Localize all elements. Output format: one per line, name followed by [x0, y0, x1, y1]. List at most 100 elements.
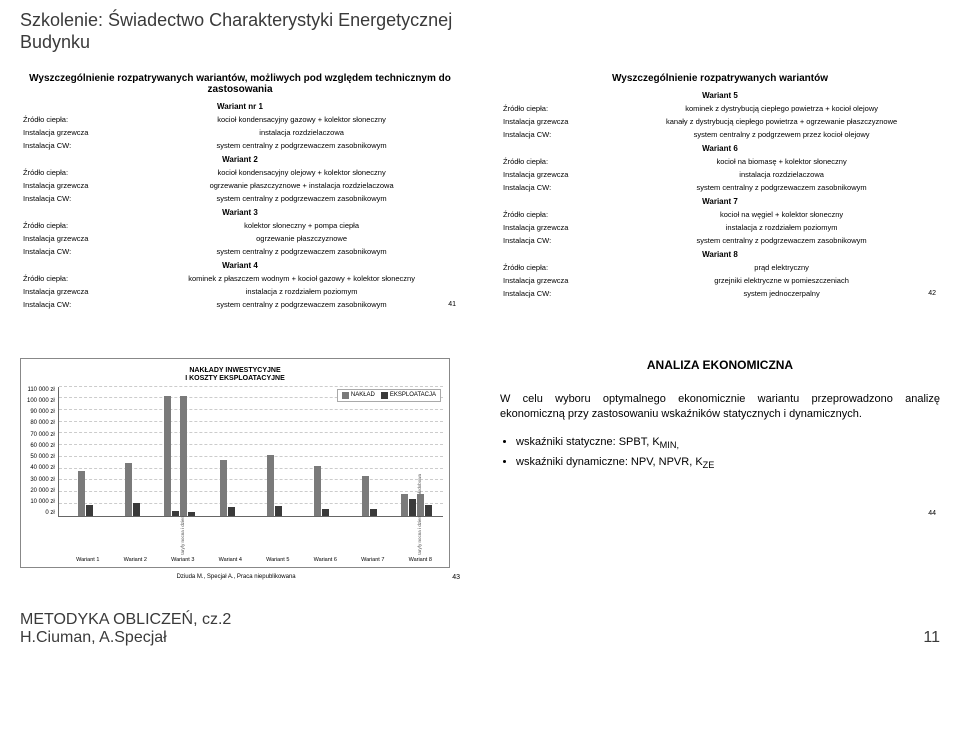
ytick-label: 60 000 zł [27, 443, 55, 449]
variant-row-label: Źródło ciepła: [20, 113, 143, 126]
bar-naklad [314, 466, 321, 515]
analysis-paragraph: W celu wyboru optymalnego ekonomicznie w… [500, 392, 940, 422]
title-line2: Budynku [20, 32, 90, 52]
variants-table-right: Wariant 5Źródło ciepła:kominek z dystryb… [500, 88, 940, 300]
bar-naklad [267, 455, 274, 516]
ytick-label: 40 000 zł [27, 465, 55, 471]
ytick-label: 80 000 zł [27, 420, 55, 426]
variant-row-label: Instalacja CW: [20, 192, 143, 205]
legend-a-label: NAKŁAD [351, 392, 375, 398]
xaxis-label: Wariant 2 [113, 557, 159, 563]
xaxis-group: taryfa całodobowataryfy nocna i dziennaW… [398, 537, 444, 563]
variant-header: Wariant 5 [500, 88, 940, 102]
bar-group [346, 387, 391, 516]
variant-row-label: Instalacja grzewcza [20, 285, 143, 298]
variant-row-value: kocioł na węgiel + kolektor słoneczny [623, 208, 940, 221]
variant-row-label: Instalacja grzewcza [20, 126, 143, 139]
xaxis-group: Wariant 6 [303, 537, 349, 563]
variant-row-label: Instalacja grzewcza [500, 221, 623, 234]
bar-naklad [164, 396, 171, 516]
bar-group [63, 387, 108, 516]
bar-naklad [125, 463, 132, 516]
footer-line1: METODYKA OBLICZEŃ, cz.2 [20, 611, 231, 628]
variant-row-value: system centralny z podgrzewem przez koci… [623, 128, 940, 141]
variant-row-value: instalacja rozdzielaczowa [623, 168, 940, 181]
bar-naklad [417, 494, 424, 515]
variant-row-label: Źródło ciepła: [20, 272, 143, 285]
bar-group [299, 387, 344, 516]
variant-row-label: Źródło ciepła: [500, 102, 623, 115]
variant-row-value: kocioł na biomasę + kolektor słoneczny [623, 155, 940, 168]
variant-row-label: Źródło ciepła: [20, 219, 143, 232]
variant-header: Wariant nr 1 [20, 99, 460, 113]
slide-num-42: 42 [500, 290, 940, 297]
bar-group [110, 387, 155, 516]
bar-naklad [180, 396, 187, 516]
bar-naklad [220, 460, 227, 515]
bar-eksploatacja [133, 503, 140, 516]
variant-row-value: kocioł kondensacyjny olejowy + kolektor … [143, 166, 460, 179]
bar-group [157, 387, 202, 516]
variant-row-value: instalacja z rozdziałem poziomym [143, 285, 460, 298]
chart-citation: Dziuda M., Specjał A., Praca niepublikow… [20, 574, 452, 581]
variant-row-value: system centralny z podgrzewaczem zasobni… [143, 245, 460, 258]
legend-naklad: NAKŁAD [342, 392, 375, 399]
xaxis-group: Wariant 2 [113, 537, 159, 563]
xaxis-label: Wariant 1 [65, 557, 111, 563]
chart-box: NAKŁADY INWESTYCYJNE I KOSZTY EKSPLOATAC… [20, 358, 450, 567]
analysis-block: ANALIZA EKONOMICZNA W celu wyboru optyma… [500, 358, 940, 517]
ytick-label: 0 zł [27, 510, 55, 516]
bar-group [252, 387, 297, 516]
ytick-label: 50 000 zł [27, 454, 55, 460]
variants-table-left: Wariant nr 1Źródło ciepła:kocioł kondens… [20, 99, 460, 311]
variants-left: Wyszczególnienie rozpatrywanych wariantó… [20, 73, 460, 308]
variant-row-label: Instalacja grzewcza [20, 232, 143, 245]
xaxis-group: Wariant 4 [208, 537, 254, 563]
variant-row-label: Instalacja grzewcza [20, 179, 143, 192]
variant-row-label: Instalacja CW: [500, 128, 623, 141]
variant-row-label: Źródło ciepła: [20, 166, 143, 179]
variant-row-label: Instalacja CW: [500, 234, 623, 247]
chart-yaxis: 0 zł10 000 zł20 000 zł30 000 zł40 000 zł… [27, 387, 58, 517]
bar-eksploatacja [228, 507, 235, 515]
chart-title-1: NAKŁADY INWESTYCYJNE [189, 367, 280, 374]
variant-row-label: Źródło ciepła: [500, 261, 623, 274]
ytick-label: 20 000 zł [27, 488, 55, 494]
title-line1: Szkolenie: Świadectwo Charakterystyki En… [20, 10, 452, 30]
chart-legend: NAKŁAD EKSPLOATACJA [337, 389, 441, 402]
variant-row-value: grzejniki elektryczne w pomieszczeniach [623, 274, 940, 287]
xaxis-group: Wariant 1 [65, 537, 111, 563]
xaxis-sublabel: taryfy nocna i dzienna [418, 511, 423, 555]
ytick-label: 90 000 zł [27, 409, 55, 415]
bullet-1: wskaźniki dynamiczne: NPV, NPVR, K [516, 456, 703, 468]
ytick-label: 110 000 zł [27, 387, 55, 393]
variant-row-label: Źródło ciepła: [500, 155, 623, 168]
page-number: 11 [923, 629, 940, 647]
variant-row-value: kanały z dystrybucją ciepłego powietrza … [623, 115, 940, 128]
variant-row-value: system centralny z podgrzewaczem zasobni… [623, 181, 940, 194]
bar-naklad [401, 494, 408, 515]
variant-row-value: prąd elektryczny [623, 261, 940, 274]
variant-header: Wariant 7 [500, 194, 940, 208]
bar-eksploatacja [370, 509, 377, 516]
bar-group [394, 387, 439, 516]
sub-ze: ZE [703, 460, 715, 470]
bullet-0: wskaźniki statyczne: SPBT, K [516, 436, 660, 448]
right-title: Wyszczególnienie rozpatrywanych wariantó… [500, 73, 940, 84]
variant-header: Wariant 8 [500, 247, 940, 261]
xaxis-label: Wariant 6 [303, 557, 349, 563]
list-item: wskaźniki dynamiczne: NPV, NPVR, KZE [516, 456, 940, 470]
variant-row-value: ogrzewanie płaszczyznowe + instalacja ro… [143, 179, 460, 192]
variant-row-value: system centralny z podgrzewaczem zasobni… [143, 192, 460, 205]
variant-row-value: ogrzewanie płaszczyznowe [143, 232, 460, 245]
sub-min: MIN, [660, 440, 679, 450]
variant-row-label: Instalacja CW: [20, 245, 143, 258]
ytick-label: 30 000 zł [27, 477, 55, 483]
variant-row-value: kolektor słoneczny + pompa ciepła [143, 219, 460, 232]
page-title: Szkolenie: Świadectwo Charakterystyki En… [20, 10, 940, 53]
xaxis-label: Wariant 5 [255, 557, 301, 563]
ytick-label: 70 000 zł [27, 432, 55, 438]
variant-row-value: kominek z płaszczem wodnym + kocioł gazo… [143, 272, 460, 285]
analysis-heading: ANALIZA EKONOMICZNA [500, 358, 940, 372]
chart-container: NAKŁADY INWESTYCYJNE I KOSZTY EKSPLOATAC… [20, 358, 460, 580]
